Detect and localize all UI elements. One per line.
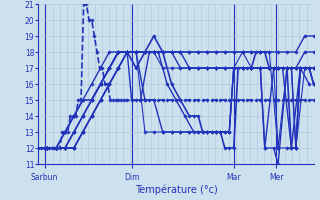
X-axis label: Température (°c): Température (°c) bbox=[135, 185, 217, 195]
